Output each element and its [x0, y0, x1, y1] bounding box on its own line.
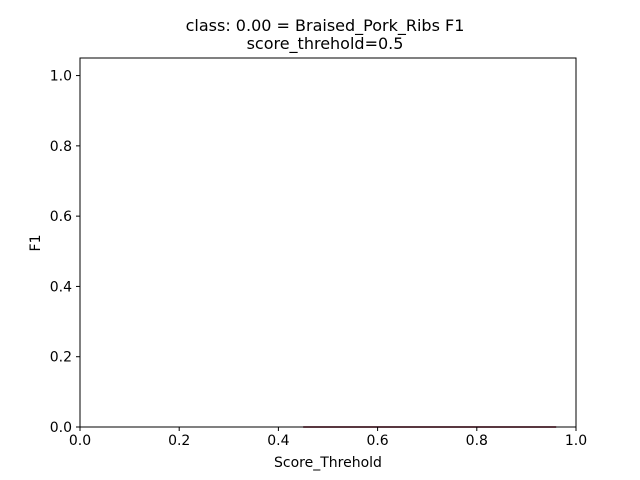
chart-title: class: 0.00 = Braised_Pork_Ribs F1	[186, 16, 465, 36]
x-tick-label: 0.4	[267, 433, 289, 449]
y-axis: 0.0 0.2 0.4 0.6 0.8 1.0	[50, 69, 80, 436]
y-axis-label: F1	[28, 235, 44, 252]
y-tick-label: 0.2	[50, 350, 72, 366]
chart-subtitle: score_threhold=0.5	[247, 34, 404, 54]
x-tick-label: 1.0	[565, 433, 587, 449]
x-axis-label: Score_Threhold	[274, 455, 382, 471]
x-tick-label: 0.8	[466, 433, 488, 449]
x-tick-label: 0.2	[168, 433, 190, 449]
y-tick-label: 1.0	[50, 69, 72, 85]
y-tick-label: 0.6	[50, 209, 72, 225]
x-tick-label: 0.6	[366, 433, 388, 449]
y-tick-label: 0.8	[50, 139, 72, 155]
x-axis: 0.0 0.2 0.4 0.6 0.8 1.0	[69, 427, 587, 449]
y-tick-label: 0.0	[50, 420, 72, 436]
plot-frame	[79, 57, 577, 428]
x-tick-label: 0.0	[69, 433, 91, 449]
y-tick-label: 0.4	[50, 279, 72, 295]
